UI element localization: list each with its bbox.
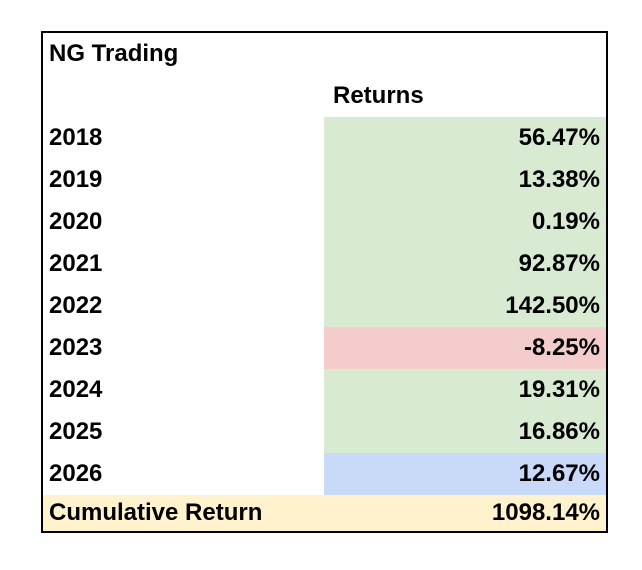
year-cell: 2023 xyxy=(49,334,103,361)
return-cell: 142.50% xyxy=(324,285,606,327)
table-title: NG Trading xyxy=(49,40,179,67)
year-cell: 2025 xyxy=(49,418,103,445)
return-cell: 0.19% xyxy=(324,201,606,243)
table-row: 2024 19.31% xyxy=(43,369,606,411)
header-row: Returns xyxy=(43,75,606,117)
year-cell: 2018 xyxy=(49,124,103,151)
year-cell: 2021 xyxy=(49,250,103,277)
cumulative-return-value: 1098.14% xyxy=(491,499,600,526)
return-cell: 12.67% xyxy=(324,453,606,495)
return-cell: 19.31% xyxy=(324,369,606,411)
year-cell: 2019 xyxy=(49,166,103,193)
returns-column-header: Returns xyxy=(333,82,424,109)
return-cell: 56.47% xyxy=(324,117,606,159)
return-cell: 16.86% xyxy=(324,411,606,453)
year-cell: 2024 xyxy=(49,376,103,403)
year-cell: 2020 xyxy=(49,208,103,235)
table-row: 2020 0.19% xyxy=(43,201,606,243)
year-cell: 2026 xyxy=(49,460,103,487)
cumulative-return-row: Cumulative Return 1098.14% xyxy=(43,495,606,531)
returns-table: NG Trading Returns 2018 56.47% 2019 13.3… xyxy=(41,31,608,533)
cumulative-return-label: Cumulative Return xyxy=(49,499,263,526)
return-cell: 92.87% xyxy=(324,243,606,285)
table-row: 2026 12.67% xyxy=(43,453,606,495)
table-row: 2025 16.86% xyxy=(43,411,606,453)
title-row: NG Trading xyxy=(43,33,606,75)
return-cell: -8.25% xyxy=(324,327,606,369)
table-row: 2023 -8.25% xyxy=(43,327,606,369)
return-cell: 13.38% xyxy=(324,159,606,201)
table-row: 2021 92.87% xyxy=(43,243,606,285)
table-row: 2019 13.38% xyxy=(43,159,606,201)
table-row: 2018 56.47% xyxy=(43,117,606,159)
year-cell: 2022 xyxy=(49,292,103,319)
table-row: 2022 142.50% xyxy=(43,285,606,327)
